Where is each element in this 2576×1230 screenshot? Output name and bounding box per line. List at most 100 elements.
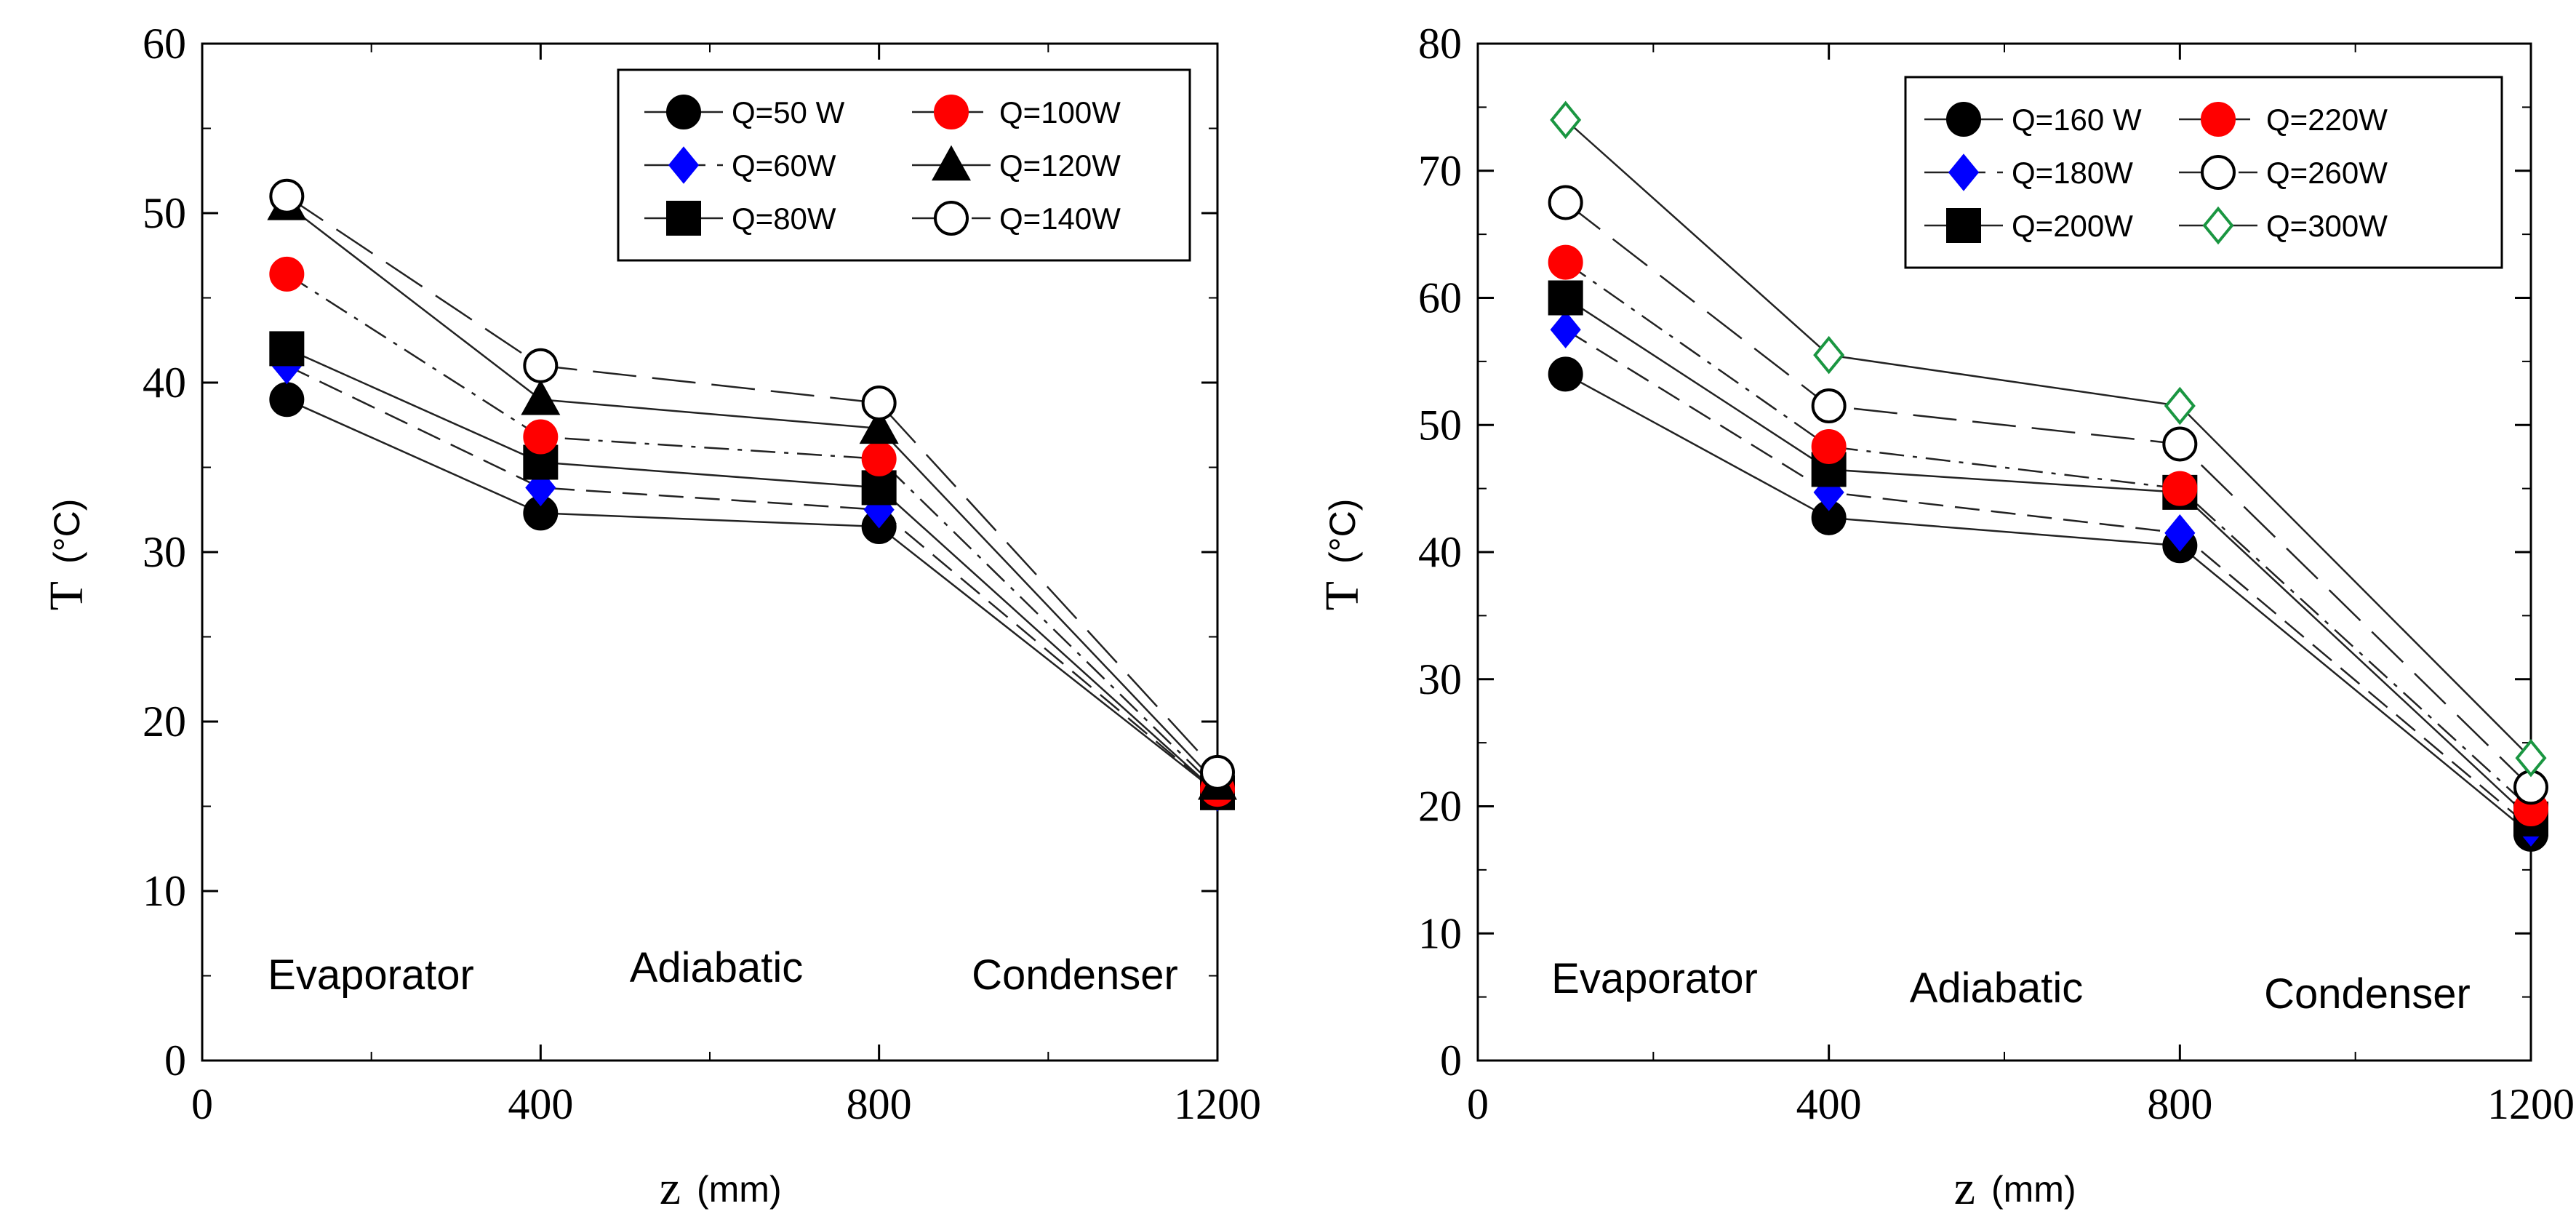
y-tick-label: 50 — [1418, 401, 1462, 449]
legend-entry: Q=140W — [999, 201, 1121, 236]
legend-entry: Q=300W — [2266, 209, 2388, 243]
x-axis-unit: (mm) — [697, 1169, 782, 1210]
series-line — [1564, 261, 2532, 810]
data-point — [1548, 356, 1583, 392]
series-points — [1550, 311, 2547, 847]
data-point — [1811, 428, 1847, 464]
y-tick-label: 10 — [143, 867, 186, 915]
y-tick-label: 30 — [1418, 655, 1462, 703]
legend-marker — [934, 95, 969, 129]
data-point — [1548, 280, 1583, 316]
series-line — [286, 195, 1218, 773]
series-points — [1548, 280, 2548, 836]
x-tick-label: 400 — [1796, 1080, 1862, 1128]
x-axis-unit: (mm) — [1991, 1169, 2076, 1210]
legend-entry: Q=100W — [999, 95, 1121, 129]
data-point — [861, 470, 897, 506]
region-label: Evaporator — [268, 951, 474, 999]
data-point — [523, 348, 559, 383]
data-point — [861, 441, 897, 476]
data-point — [2164, 386, 2196, 426]
y-axis-unit: (°C) — [47, 499, 87, 564]
series-points — [267, 184, 1237, 800]
legend: Q=160 W Q=180W Q=200W Q=220W Q=260W Q=300W — [1904, 76, 2503, 269]
x-tick-label: 800 — [847, 1080, 912, 1128]
legend-marker — [1948, 153, 1980, 191]
legend-marker — [666, 201, 701, 236]
series-points — [269, 382, 1235, 810]
data-point — [859, 408, 899, 444]
y-tick-label: 20 — [143, 698, 186, 746]
data-point — [521, 379, 561, 415]
y-tick-label: 10 — [1418, 909, 1462, 957]
data-point — [1548, 185, 1583, 220]
y-tick-label: 60 — [1418, 274, 1462, 322]
legend-marker — [1946, 102, 1981, 137]
region-label: Evaporator — [1551, 955, 1758, 1002]
series-points — [1548, 356, 2548, 852]
series-line — [286, 364, 1218, 794]
legend-marker — [2201, 102, 2236, 137]
series-line — [1564, 297, 2532, 820]
series-points — [269, 331, 1235, 810]
data-point — [2164, 514, 2196, 552]
data-point — [523, 419, 559, 455]
data-point — [1811, 388, 1847, 424]
y-tick-label: 40 — [1418, 528, 1462, 576]
legend-marker — [666, 95, 701, 129]
data-point — [269, 178, 305, 214]
legend-entry: Q=180W — [2012, 156, 2133, 190]
series-points — [1550, 100, 2547, 778]
legend-marker — [932, 145, 971, 181]
x-tick-label: 800 — [2147, 1080, 2212, 1128]
y-tick-label: 70 — [1418, 147, 1462, 195]
y-axis-label: T — [40, 581, 93, 610]
series-line — [1564, 119, 2532, 759]
region-label: Condenser — [972, 951, 1178, 999]
x-tick-label: 0 — [1467, 1080, 1489, 1128]
legend-entry: Q=160 W — [2012, 103, 2142, 137]
y-tick-label: 0 — [1440, 1037, 1462, 1085]
data-point — [269, 331, 305, 367]
legend-marker — [934, 201, 969, 236]
series-line — [1564, 201, 2532, 788]
y-tick-label: 40 — [143, 359, 186, 407]
data-point — [2162, 471, 2198, 506]
chart-panel-1: 0 10 20 30 40 50 60 0 400 800 1200 z (mm) T (°C) Evapor… — [40, 20, 1261, 1215]
x-tick-label: 1200 — [2487, 1080, 2575, 1128]
data-point — [2515, 738, 2547, 778]
data-point — [1548, 244, 1583, 280]
y-axis-unit: (°C) — [1322, 499, 1363, 564]
legend-marker — [668, 146, 700, 184]
data-point — [2162, 426, 2198, 462]
y-tick-label: 30 — [143, 528, 186, 576]
data-point — [269, 382, 305, 418]
data-point — [1813, 335, 1845, 375]
series-line — [286, 348, 1218, 794]
x-tick-label: 400 — [508, 1080, 573, 1128]
legend-entry: Q=120W — [999, 148, 1121, 183]
data-point — [269, 256, 305, 292]
y-tick-label: 20 — [1418, 783, 1462, 831]
legend-entry: Q=220W — [2266, 103, 2388, 137]
legend-entry: Q=50 W — [732, 95, 845, 129]
y-tick-label: 0 — [164, 1037, 186, 1085]
x-axis-label: z — [1954, 1162, 1975, 1215]
x-axis-label: z — [660, 1162, 681, 1215]
data-point — [1550, 311, 1581, 348]
series-points — [269, 256, 1235, 807]
data-point — [1200, 754, 1235, 790]
series-line — [286, 204, 1218, 786]
legend-entry: Q=60W — [732, 148, 836, 183]
region-label: Condenser — [2264, 970, 2471, 1018]
legend-entry: Q=260W — [2266, 156, 2388, 190]
y-axis-label: T — [1316, 581, 1369, 610]
legend-marker — [2201, 155, 2236, 190]
series-line — [286, 399, 1218, 794]
region-label: Adiabatic — [630, 944, 804, 991]
x-tick-label: 1200 — [1174, 1080, 1261, 1128]
series-line — [1565, 373, 2532, 835]
data-point — [861, 385, 897, 420]
y-axis-label-group: T (°C) — [1316, 499, 1369, 611]
